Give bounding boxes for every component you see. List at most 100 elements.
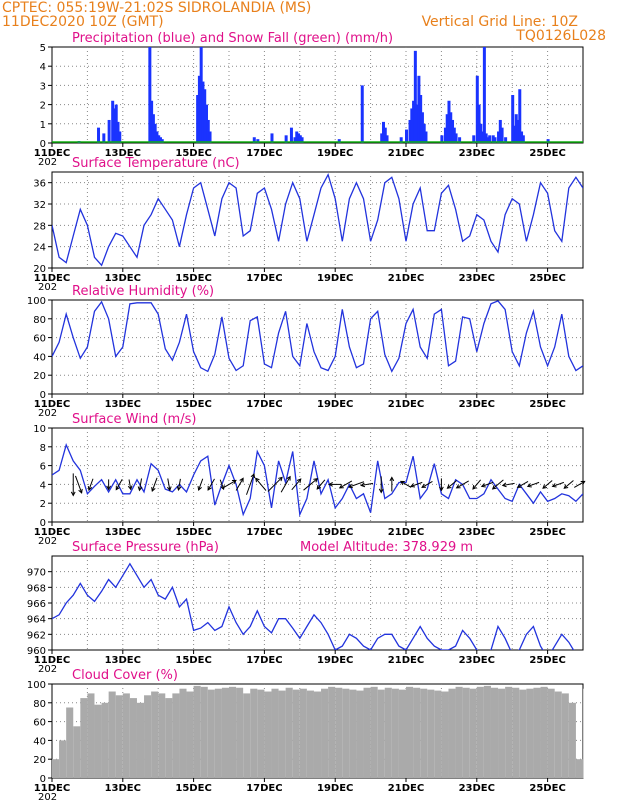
wind-arrow-head bbox=[70, 491, 76, 497]
precip-xtick-label: 13DEC bbox=[105, 148, 141, 159]
precip-xtick-label: 23DEC bbox=[459, 148, 495, 159]
precip-bar bbox=[297, 133, 301, 143]
precip-bar bbox=[546, 139, 550, 143]
precip-bar bbox=[514, 114, 518, 143]
wind-arrow-head bbox=[421, 483, 427, 488]
cloud-bar bbox=[483, 685, 491, 778]
cloud-bar bbox=[179, 688, 187, 778]
precip-bar bbox=[153, 123, 157, 143]
wind-arrow-head bbox=[360, 482, 366, 488]
wind-arrow-head bbox=[516, 483, 522, 488]
temperature-xtick-label: 19DEC bbox=[317, 273, 353, 284]
wind-arrow bbox=[316, 479, 326, 490]
cloud-bar bbox=[278, 690, 286, 778]
precip-xtick-label: 15DEC bbox=[175, 148, 211, 159]
humidity-ytick-label: 60 bbox=[33, 334, 46, 345]
precip-bar bbox=[201, 81, 205, 143]
precip-xtick-label: 11DEC bbox=[34, 148, 70, 159]
header-model-code: TQ0126L028 bbox=[515, 28, 606, 44]
precip-bar bbox=[417, 75, 421, 143]
temperature-xtick-label: 21DEC bbox=[388, 273, 424, 284]
pressure-ytick-label: 964 bbox=[27, 615, 46, 626]
cloud-bar bbox=[406, 686, 414, 778]
wind-arrow bbox=[87, 478, 94, 492]
humidity-xtick-label: 11DEC bbox=[34, 399, 70, 410]
wind-arrow-head bbox=[472, 484, 477, 490]
temperature-line bbox=[52, 172, 583, 267]
wind-arrow-head bbox=[526, 483, 532, 488]
wind-arrow-head bbox=[580, 480, 586, 486]
humidity-xtick-label: 25DEC bbox=[529, 399, 565, 410]
precip-ytick-label: 5 bbox=[40, 43, 46, 54]
cloud-ytick-label: 100 bbox=[27, 680, 46, 691]
precip-bar bbox=[458, 137, 462, 143]
cloud-bar bbox=[469, 688, 477, 778]
wind-arrow-shaft bbox=[177, 478, 181, 491]
wind-arrow-head bbox=[551, 483, 557, 488]
cloud-bar bbox=[462, 687, 470, 778]
wind-arrow-head bbox=[542, 484, 548, 489]
wind-arrow-shaft bbox=[472, 479, 482, 490]
panel-temperature: 20 24 28 32 36 11DEC 13DEC 15DEC 17DEC 19DEC 21DEC… bbox=[33, 156, 584, 293]
wind-arrow-head bbox=[250, 473, 256, 479]
wind-arrow bbox=[526, 481, 540, 488]
wind-arrow-shaft bbox=[400, 480, 412, 488]
wind-arrow-shaft bbox=[167, 478, 171, 491]
precip-bar bbox=[203, 89, 207, 143]
precip-bar bbox=[206, 119, 210, 143]
precip-bar bbox=[284, 135, 288, 143]
cloud-bar bbox=[561, 693, 569, 778]
cloud-bar bbox=[52, 759, 60, 778]
precip-bar bbox=[385, 135, 389, 143]
cloud-bar bbox=[158, 693, 166, 778]
pressure-ytick-label: 962 bbox=[27, 630, 46, 641]
wind-arrow-shaft bbox=[421, 480, 433, 488]
cloud-bar bbox=[448, 688, 456, 778]
wind-arrow bbox=[501, 482, 515, 488]
cloud-xtick-label: 13DEC bbox=[105, 783, 141, 794]
wind-arrow bbox=[455, 480, 469, 489]
cloud-bar bbox=[498, 688, 506, 778]
cloud-bar bbox=[292, 689, 300, 778]
precip-bar bbox=[199, 47, 203, 143]
wind-ytick-label: 0 bbox=[40, 518, 46, 529]
wind-arrow bbox=[421, 480, 433, 488]
panel-pressure: 960 962 964 966 968 970 11DEC 13DEC 15DEC 17DEC 19… bbox=[27, 540, 584, 675]
temperature-xtick-label: 23DEC bbox=[459, 273, 495, 284]
wind-arrow bbox=[267, 476, 283, 492]
wind-year-stub: 202 bbox=[38, 536, 57, 547]
wind-arrow-head bbox=[115, 485, 120, 491]
wind-arrow bbox=[255, 477, 267, 491]
wind-arrow-head bbox=[255, 477, 260, 483]
humidity-xtick-label: 19DEC bbox=[317, 399, 353, 410]
pressure-line bbox=[52, 562, 575, 650]
wind-arrow bbox=[75, 475, 83, 494]
wind-arrow-shaft bbox=[481, 481, 494, 487]
pressure-annotation: Model Altitude: 378.929 m bbox=[300, 540, 473, 555]
cloud-bar bbox=[214, 688, 222, 778]
cloud-bar bbox=[306, 690, 314, 778]
wind-arrow-shaft bbox=[303, 478, 318, 491]
precip-bar bbox=[208, 131, 212, 143]
pressure-xtick-label: 23DEC bbox=[459, 655, 495, 666]
precip-bar bbox=[479, 123, 483, 143]
cloud-bar bbox=[455, 686, 463, 778]
wind-xtick-label: 21DEC bbox=[388, 527, 424, 538]
cloud-bar bbox=[476, 686, 484, 778]
cloud-bar bbox=[356, 690, 364, 778]
cloud-bar bbox=[391, 688, 399, 778]
panel-wind: 0 2 4 6 8 10 11DEC 13DEC 15DEC 17DEC 19DEC 21DEC 23D… bbox=[33, 412, 586, 547]
precip-bar bbox=[491, 135, 495, 143]
wind-arrow-head bbox=[151, 486, 156, 492]
precip-bar bbox=[512, 125, 516, 143]
wind-xtick-label: 15DEC bbox=[175, 527, 211, 538]
precip-bar bbox=[399, 137, 403, 143]
wind-arrow-head bbox=[347, 483, 353, 489]
precip-bar bbox=[97, 127, 101, 143]
cloud-bar bbox=[207, 689, 215, 778]
precip-bar bbox=[486, 137, 490, 143]
wind-arrow-shaft bbox=[246, 473, 255, 495]
cloud-bar bbox=[129, 698, 137, 778]
wind-arrow-head bbox=[389, 476, 395, 482]
